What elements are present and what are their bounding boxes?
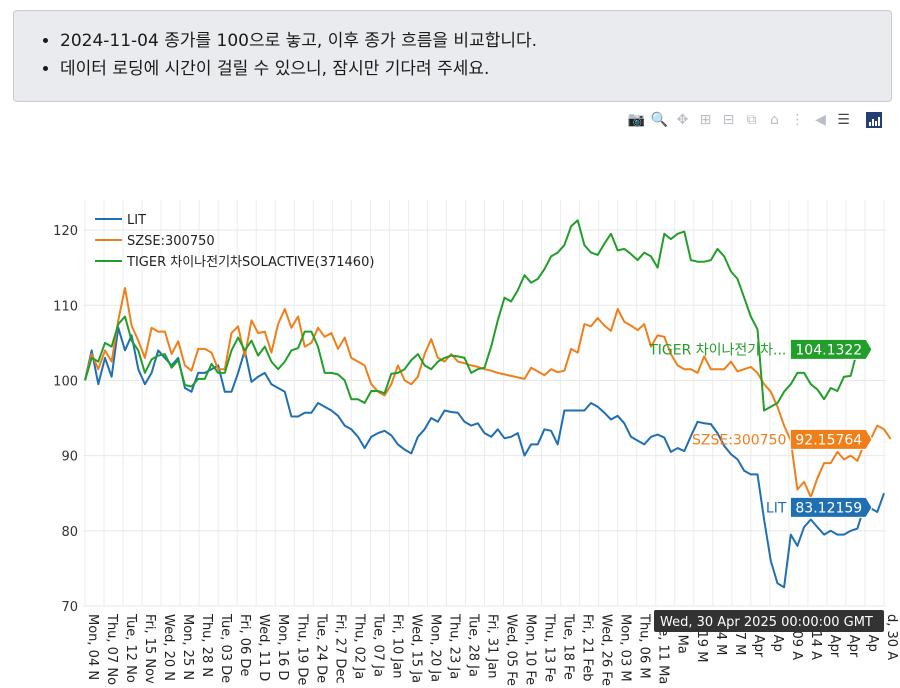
x-grid (84, 200, 885, 606)
series-lines (84, 219, 892, 589)
notice-line-2: 데이터 로딩에 시간이 걸릴 수 있으니, 잠시만 기다려 주세요. (60, 55, 891, 83)
x-tick-label: Mon, 25 N (180, 614, 195, 680)
y-grid (83, 229, 886, 607)
zoom-in-icon[interactable]: ⊞ (699, 111, 712, 128)
hover-date-label: Wed, 30 Apr 2025 00:00:00 GMT (660, 615, 873, 630)
x-tick-label: Fri, 31 Jan (485, 614, 500, 678)
x-tick-label: Thu, 06 M (637, 613, 652, 679)
y-axis-ticks: 70 80 90 100 110 120 (53, 224, 78, 615)
x-tick-label: Wed, 15 Ja (408, 614, 423, 683)
legend-item-2[interactable]: TIGER 차이나전기차SOLACTIVE(371460) (126, 255, 374, 270)
series-line-2[interactable] (84, 219, 872, 412)
plotly-logo-icon[interactable] (866, 111, 882, 128)
x-tick-label: Wed, 20 N (161, 614, 176, 681)
x-tick-label: Tue, 24 De (313, 613, 328, 683)
series-line-1[interactable] (84, 287, 892, 498)
y-tick-label: 90 (61, 450, 78, 465)
end-value-box (789, 428, 873, 450)
x-tick-label: Fri, 15 Nov (142, 614, 157, 684)
x-tick-label: Mon, 04 N (85, 614, 100, 680)
x-tick-label: Tue, 28 Ja (465, 613, 480, 677)
end-series-label: TIGER 차이나전기차... (648, 342, 786, 358)
x-tick-label: Fri, 10 Jan (389, 614, 404, 678)
notice-line-1: 2024-11-04 종가를 100으로 놓고, 이후 종가 흐름을 비교합니다… (60, 27, 891, 55)
camera-icon[interactable]: 📷 (627, 111, 646, 128)
end-series-label: SZSE:300750 (692, 432, 786, 448)
y-tick-label: 110 (53, 299, 78, 314)
legend[interactable]: LIT SZSE:300750 TIGER 차이나전기차SOLACTIVE(3714… (95, 213, 374, 270)
x-tick-label: Tue, 03 De (218, 613, 233, 683)
hover-compare-icon[interactable]: ☰ (837, 111, 850, 128)
x-tick-label: Tue, 18 Fe (561, 613, 576, 680)
x-tick-label: d, 30 A (884, 614, 899, 660)
end-value-label: 104.1322 (795, 342, 862, 358)
x-tick-label: Wed, 05 Fe (504, 614, 519, 686)
x-tick-label: Thu, 19 De (294, 613, 309, 685)
end-series-label: LIT (766, 500, 787, 516)
x-tick-label: Wed, 11 D (256, 614, 271, 681)
autoscale-icon[interactable]: ⧉ (746, 111, 757, 128)
x-tick-label: Tue, 07 Ja (370, 613, 385, 677)
legend-item-0[interactable]: LIT (127, 213, 146, 228)
y-tick-label: 120 (53, 224, 78, 239)
x-tick-label: Thu, 02 Ja (351, 613, 366, 679)
pan-icon[interactable]: ✥ (676, 111, 689, 128)
end-value-box (789, 338, 873, 360)
zoom-icon[interactable]: 🔍 (650, 111, 669, 128)
x-tick-label: Tue, 12 No (123, 613, 138, 683)
end-value-box (789, 496, 873, 518)
x-tick-label: Thu, 13 Fe (542, 613, 557, 682)
notice-list: 2024-11-04 종가를 100으로 놓고, 이후 종가 흐름을 비교합니다… (14, 11, 891, 83)
zoom-out-icon[interactable]: ⊟ (722, 111, 735, 128)
x-tick-label: Wed, 26 Fe (599, 614, 614, 686)
series-end-labels: 83.12159 LIT 92.15764 SZSE:300750 104.1322 TI… (648, 338, 873, 518)
end-value-label: 92.15764 (795, 432, 862, 448)
x-tick-label: Thu, 23 Ja (446, 613, 461, 679)
x-tick-label: Thu, 28 N (199, 613, 214, 677)
y-tick-label: 100 (53, 374, 78, 389)
reset-axes-icon[interactable]: ⌂ (770, 111, 779, 128)
end-value-label: 83.12159 (795, 500, 862, 516)
x-tick-label: Mon, 03 M (618, 614, 633, 682)
x-tick-label: Fri, 06 De (237, 614, 252, 676)
y-tick-label: 70 (61, 600, 78, 615)
notice-box: 2024-11-04 종가를 100으로 놓고, 이후 종가 흐름을 비교합니다… (13, 10, 892, 102)
spike-lines-icon[interactable]: ⋮ (790, 111, 805, 128)
x-tick-label: Mon, 16 D (275, 614, 290, 680)
hover-closest-icon[interactable]: ◀ (815, 111, 826, 128)
x-tick-label: Thu, 07 No (104, 613, 119, 685)
x-tick-label: Fri, 27 Dec (332, 614, 347, 684)
series-line-0[interactable] (84, 326, 885, 589)
x-tick-label: Fri, 21 Feb (580, 614, 595, 681)
hover-x-label: Wed, 30 Apr 2025 00:00:00 GMT (654, 610, 884, 632)
x-tick-label: Mon, 10 Fe (523, 614, 538, 685)
legend-item-1[interactable]: SZSE:300750 (127, 234, 215, 249)
y-tick-label: 80 (61, 525, 78, 540)
x-tick-label: Mon, 20 Ja (427, 614, 442, 682)
chart-modebar: 📷 🔍 ✥ ⊞ ⊟ ⧉ ⌂ ⋮ ◀ ☰ (628, 111, 882, 128)
